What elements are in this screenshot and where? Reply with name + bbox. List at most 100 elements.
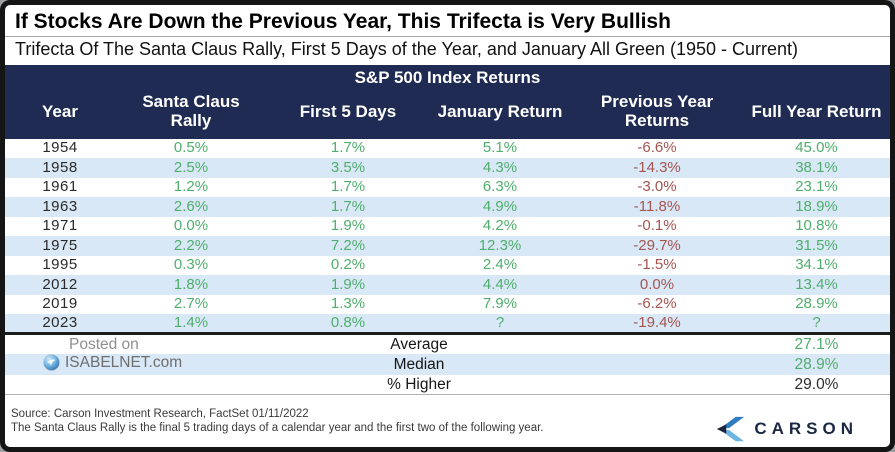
cell-first-5-days: 1.9% (330, 275, 366, 293)
page-subtitle: Trifecta Of The Santa Claus Rally, First… (15, 39, 799, 60)
cell-year: 1958 (42, 158, 78, 176)
cell-santa-claus-rally: 0.5% (173, 139, 209, 157)
column-header-row: Year Santa Claus Rally First 5 Days Janu… (5, 88, 890, 139)
cell-full-year-return: 45.0% (795, 139, 838, 157)
cell-january-return: ? (495, 314, 505, 332)
cell-year: 1954 (42, 139, 78, 157)
cell-full-year-return: 10.8% (795, 217, 838, 235)
group-header: S&P 500 Index Returns (5, 64, 890, 89)
returns-table: S&P 500 Index Returns Year Santa Claus R… (5, 64, 890, 396)
cell-santa-claus-rally: 1.8% (173, 275, 209, 293)
col-january-return: January Return (429, 88, 571, 139)
cell-full-year-return: 23.1% (795, 178, 838, 196)
cell-year: 1995 (42, 256, 78, 274)
cell-year: 1975 (42, 236, 78, 254)
table-row: 2023 1.4% 0.8% ? -19.4% ? (5, 314, 890, 334)
table-row: 1963 2.6% 1.7% 4.9% -11.8% 18.9% (5, 197, 890, 217)
cell-first-5-days: 1.3% (330, 295, 366, 313)
cell-year: 1971 (42, 217, 78, 235)
page-title: If Stocks Are Down the Previous Year, Th… (5, 5, 890, 38)
cell-january-return: 4.3% (482, 158, 518, 176)
cell-santa-claus-rally: 2.5% (173, 158, 209, 176)
cell-santa-claus-rally: 2.7% (173, 295, 209, 313)
cell-first-5-days: 3.5% (330, 158, 366, 176)
cell-first-5-days: 1.9% (330, 217, 366, 235)
cell-first-5-days: 1.7% (330, 139, 366, 157)
cell-full-year-return: 38.1% (795, 158, 838, 176)
cell-full-year-return: 34.1% (795, 256, 838, 274)
cell-january-return: 4.2% (482, 217, 518, 235)
col-santa-claus-rally: Santa Claus Rally (115, 88, 267, 139)
cell-january-return: 4.9% (482, 197, 518, 215)
cell-previous-year-returns: -11.8% (633, 197, 681, 215)
carson-wordmark: CARSON (754, 419, 858, 438)
cell-previous-year-returns: -6.2% (637, 295, 677, 313)
carson-logo: CARSON (715, 407, 884, 443)
table-row: 1971 0.0% 1.9% 4.2% -0.1% 10.8% (5, 217, 890, 237)
cell-previous-year-returns: -29.7% (633, 236, 681, 254)
cell-santa-claus-rally: 1.4% (173, 314, 209, 332)
cell-january-return: 4.4% (482, 275, 518, 293)
isabelnet-site-label: ISABELNET.com (65, 353, 183, 371)
cell-previous-year-returns: -19.4% (633, 314, 681, 332)
summary-label: % Higher (267, 374, 571, 396)
summary-row-median: ISABELNET.com Median 28.9% (5, 353, 890, 375)
summary-label: Average (267, 332, 571, 354)
cell-january-return: 7.9% (482, 295, 518, 313)
table-row: 1958 2.5% 3.5% 4.3% -14.3% 38.1% (5, 158, 890, 178)
cell-january-return: 2.4% (482, 256, 518, 274)
summary-value: 29.0% (743, 374, 890, 396)
table-row: 1995 0.3% 0.2% 2.4% -1.5% 34.1% (5, 256, 890, 276)
table-row: 1961 1.2% 1.7% 6.3% -3.0% 23.1% (5, 178, 890, 198)
cell-year: 1963 (42, 197, 78, 215)
cell-full-year-return: 31.5% (795, 236, 838, 254)
cell-santa-claus-rally: 2.6% (173, 197, 209, 215)
cell-santa-claus-rally: 2.2% (173, 236, 209, 254)
summary-label: Median (393, 355, 445, 373)
table-row: 1975 2.2% 7.2% 12.3% -29.7% 31.5% (5, 236, 890, 256)
group-header-row: S&P 500 Index Returns (5, 64, 890, 89)
cell-january-return: 12.3% (478, 236, 522, 254)
cell-full-year-return: 18.9% (795, 197, 838, 215)
cell-full-year-return: 28.9% (795, 295, 838, 313)
source-line: Source: Carson Investment Research, Fact… (11, 408, 309, 420)
table-row: 2012 1.8% 1.9% 4.4% 0.0% 13.4% (5, 275, 890, 295)
col-previous-year-returns: Previous Year Returns (571, 88, 743, 139)
cell-santa-claus-rally: 0.3% (173, 256, 209, 274)
cell-santa-claus-rally: 1.2% (173, 178, 209, 196)
cell-previous-year-returns: -14.3% (633, 158, 681, 176)
cell-first-5-days: 0.2% (330, 256, 366, 274)
cell-santa-claus-rally: 0.0% (173, 217, 209, 235)
col-first-5-days: First 5 Days (267, 88, 429, 139)
cell-year: 2023 (42, 314, 78, 332)
carson-chevron-icon (715, 415, 745, 443)
isabelnet-logo-icon (43, 354, 60, 371)
cell-first-5-days: 7.2% (330, 236, 366, 254)
cell-previous-year-returns: -3.0% (637, 178, 677, 196)
cell-full-year-return: ? (812, 314, 821, 332)
table-row: 2019 2.7% 1.3% 7.9% -6.2% 28.9% (5, 295, 890, 315)
posted-on-label: Posted on (5, 332, 267, 354)
cell-january-return: 5.1% (482, 139, 518, 157)
cell-previous-year-returns: -1.5% (637, 256, 677, 274)
cell-first-5-days: 1.7% (330, 197, 366, 215)
cell-full-year-return: 13.4% (795, 275, 838, 293)
footer: Source: Carson Investment Research, Fact… (5, 404, 890, 447)
cell-previous-year-returns: -0.1% (637, 217, 677, 235)
footnote-line: The Santa Claus Rally is the final 5 tra… (11, 422, 544, 434)
col-year: Year (5, 88, 115, 139)
cell-year: 2019 (42, 295, 78, 313)
table-row: 1954 0.5% 1.7% 5.1% -6.6% 45.0% (5, 139, 890, 159)
summary-value: 28.9% (794, 355, 839, 373)
cell-previous-year-returns: 0.0% (639, 275, 675, 293)
summary-row-average: Posted on Average 27.1% (5, 332, 890, 354)
summary-row-pct-higher: % Higher 29.0% (5, 374, 890, 396)
cell-january-return: 6.3% (482, 178, 518, 196)
cell-first-5-days: 1.7% (330, 178, 366, 196)
cell-first-5-days: 0.8% (330, 314, 366, 332)
cell-previous-year-returns: -6.6% (637, 139, 677, 157)
source-note: Source: Carson Investment Research, Fact… (11, 407, 544, 435)
col-full-year-return: Full Year Return (743, 88, 890, 139)
summary-value: 27.1% (743, 332, 890, 354)
